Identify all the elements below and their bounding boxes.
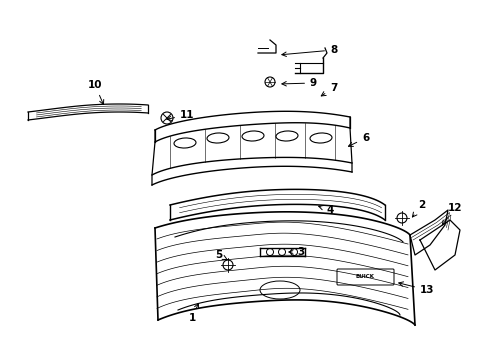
Text: 4: 4	[318, 205, 333, 215]
Text: 3: 3	[288, 247, 305, 257]
Text: 8: 8	[281, 45, 337, 57]
Text: 1: 1	[188, 303, 198, 323]
Text: 6: 6	[348, 133, 368, 147]
Text: 13: 13	[398, 282, 434, 295]
Text: BUICK: BUICK	[355, 274, 374, 279]
Text: 7: 7	[321, 83, 337, 96]
Text: 11: 11	[166, 110, 194, 121]
Text: 2: 2	[411, 200, 425, 217]
Text: 10: 10	[87, 80, 103, 104]
Text: 12: 12	[442, 203, 461, 225]
Text: 9: 9	[281, 78, 317, 88]
Text: 5: 5	[214, 250, 227, 260]
